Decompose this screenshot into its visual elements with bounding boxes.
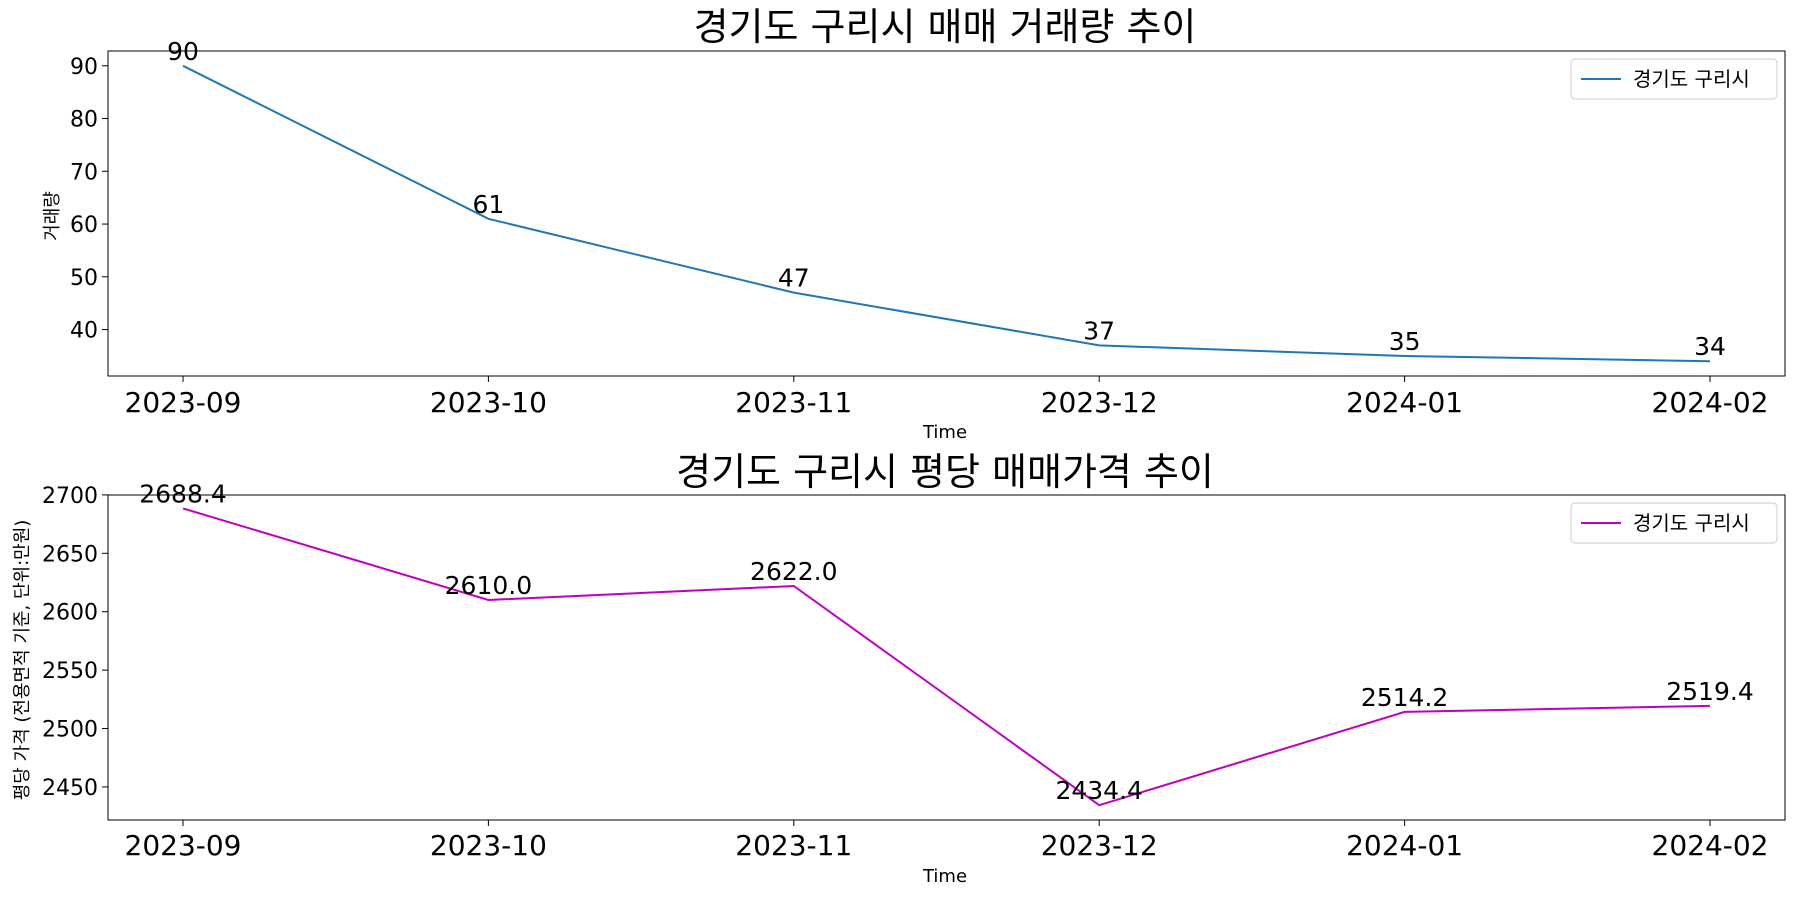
volume-y-tick-label: 80: [70, 108, 98, 133]
price-data-label: 2610.0: [445, 571, 532, 600]
volume-y-tick-label: 60: [70, 213, 98, 238]
price-data-label: 2519.4: [1666, 677, 1753, 706]
volume-plot-area: 40 50 60 70 80 90 2023-09 2023-10 2023-11 2023-12…: [70, 37, 1786, 419]
volume-y-tick-label: 50: [70, 266, 98, 291]
volume-chart-title: 경기도 구리시 매매 거래량 추이: [694, 5, 1197, 49]
price-y-tick-label: 2450: [42, 776, 98, 801]
price-legend-label: 경기도 구리시: [1633, 511, 1750, 535]
volume-legend-label: 경기도 구리시: [1633, 67, 1750, 91]
volume-x-tick-label: 2023-09: [125, 386, 242, 419]
price-data-label: 2514.2: [1361, 683, 1448, 712]
price-axes-frame: [107, 494, 1786, 821]
price-legend: 경기도 구리시: [1570, 502, 1778, 544]
price-plot-area: 2450 2500 2550 2600 2650 2700 2023-09 2023-10 20…: [42, 479, 1786, 862]
price-data-label: 2622.0: [750, 557, 837, 586]
volume-x-axis-label: Time: [922, 422, 967, 443]
volume-y-tick-label: 40: [70, 319, 98, 344]
price-data-label: 2434.4: [1055, 776, 1142, 805]
price-chart-title: 경기도 구리시 평당 매매가격 추이: [676, 450, 1214, 494]
price-x-tick-label: 2024-02: [1652, 829, 1769, 862]
price-y-axis-label: 평당 가격 (전용면적 기준, 단위:만원): [12, 520, 33, 801]
volume-data-label: 37: [1083, 316, 1115, 345]
price-chart-panel: 경기도 구리시 평당 매매가격 추이 245025002550260026502…: [12, 450, 1786, 887]
volume-chart-panel: 경기도 구리시 매매 거래량 추이 40 50 60 70 80 90 2023-09 202…: [42, 5, 1786, 443]
price-y-tick-label: 2700: [42, 484, 98, 509]
volume-x-tick-label: 2023-12: [1041, 386, 1158, 419]
volume-x-tick-label: 2023-11: [735, 386, 852, 419]
price-x-tick-label: 2023-09: [125, 829, 242, 862]
volume-data-label: 61: [472, 190, 504, 219]
price-y-tick-label: 2650: [42, 542, 98, 567]
volume-x-tick-label: 2024-02: [1652, 386, 1769, 419]
volume-data-label: 90: [167, 37, 199, 66]
volume-data-label: 35: [1389, 327, 1421, 356]
price-legend-box: [1570, 502, 1778, 544]
price-x-tick-label: 2024-01: [1346, 829, 1463, 862]
price-y-tick-label: 2550: [42, 659, 98, 684]
volume-data-label: 34: [1694, 332, 1726, 361]
price-data-label: 2688.4: [139, 479, 226, 508]
price-x-tick-label: 2023-10: [430, 829, 547, 862]
volume-legend: 경기도 구리시: [1570, 58, 1778, 100]
volume-x-tick-label: 2024-01: [1346, 386, 1463, 419]
volume-series-line: [182, 64, 1711, 363]
volume-y-axis-label: 거래량: [42, 191, 63, 241]
volume-y-tick-label: 90: [70, 55, 98, 80]
price-y-tick-label: 2500: [42, 718, 98, 743]
price-x-tick-label: 2023-12: [1041, 829, 1158, 862]
volume-axes-frame: [107, 50, 1786, 377]
volume-data-label: 47: [778, 264, 810, 293]
price-y-tick-label: 2600: [42, 601, 98, 626]
price-series-line: [182, 507, 1711, 807]
price-x-tick-label: 2023-11: [735, 829, 852, 862]
volume-y-tick-label: 70: [70, 160, 98, 185]
volume-x-tick-label: 2023-10: [430, 386, 547, 419]
price-x-axis-label: Time: [922, 866, 967, 887]
volume-legend-box: [1570, 58, 1778, 100]
